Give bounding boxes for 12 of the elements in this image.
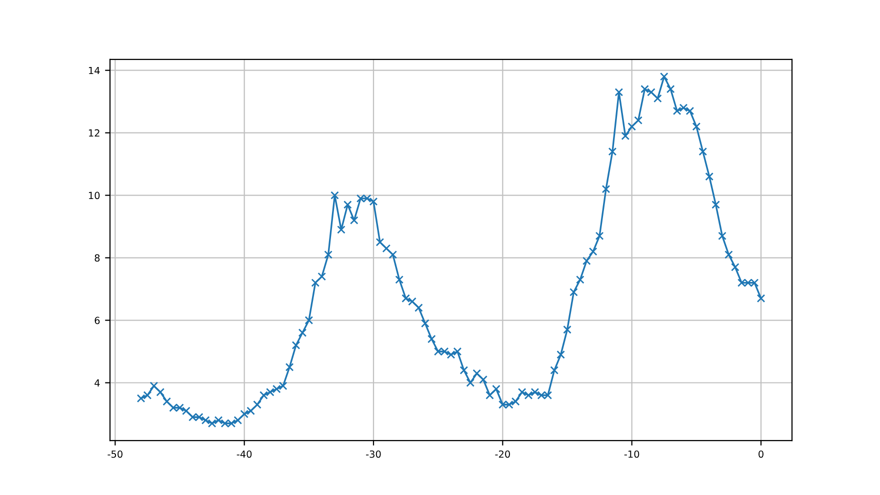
y-tick-label: 4 bbox=[94, 379, 100, 386]
y-tick-label: 8 bbox=[94, 254, 100, 262]
x-tick-label: -20 bbox=[495, 450, 510, 458]
x-tick-label: 0 bbox=[758, 450, 764, 458]
x-tick-label: -50 bbox=[108, 450, 122, 458]
x-tick-label: -10 bbox=[624, 450, 640, 458]
y-tick-label: 6 bbox=[94, 316, 100, 324]
y-tick-label: 14 bbox=[88, 66, 100, 74]
y-tick-label: 12 bbox=[88, 129, 100, 137]
y-tick-label: 10 bbox=[88, 192, 100, 200]
x-tick-label: -40 bbox=[236, 450, 252, 458]
x-tick-label: -30 bbox=[366, 450, 381, 458]
